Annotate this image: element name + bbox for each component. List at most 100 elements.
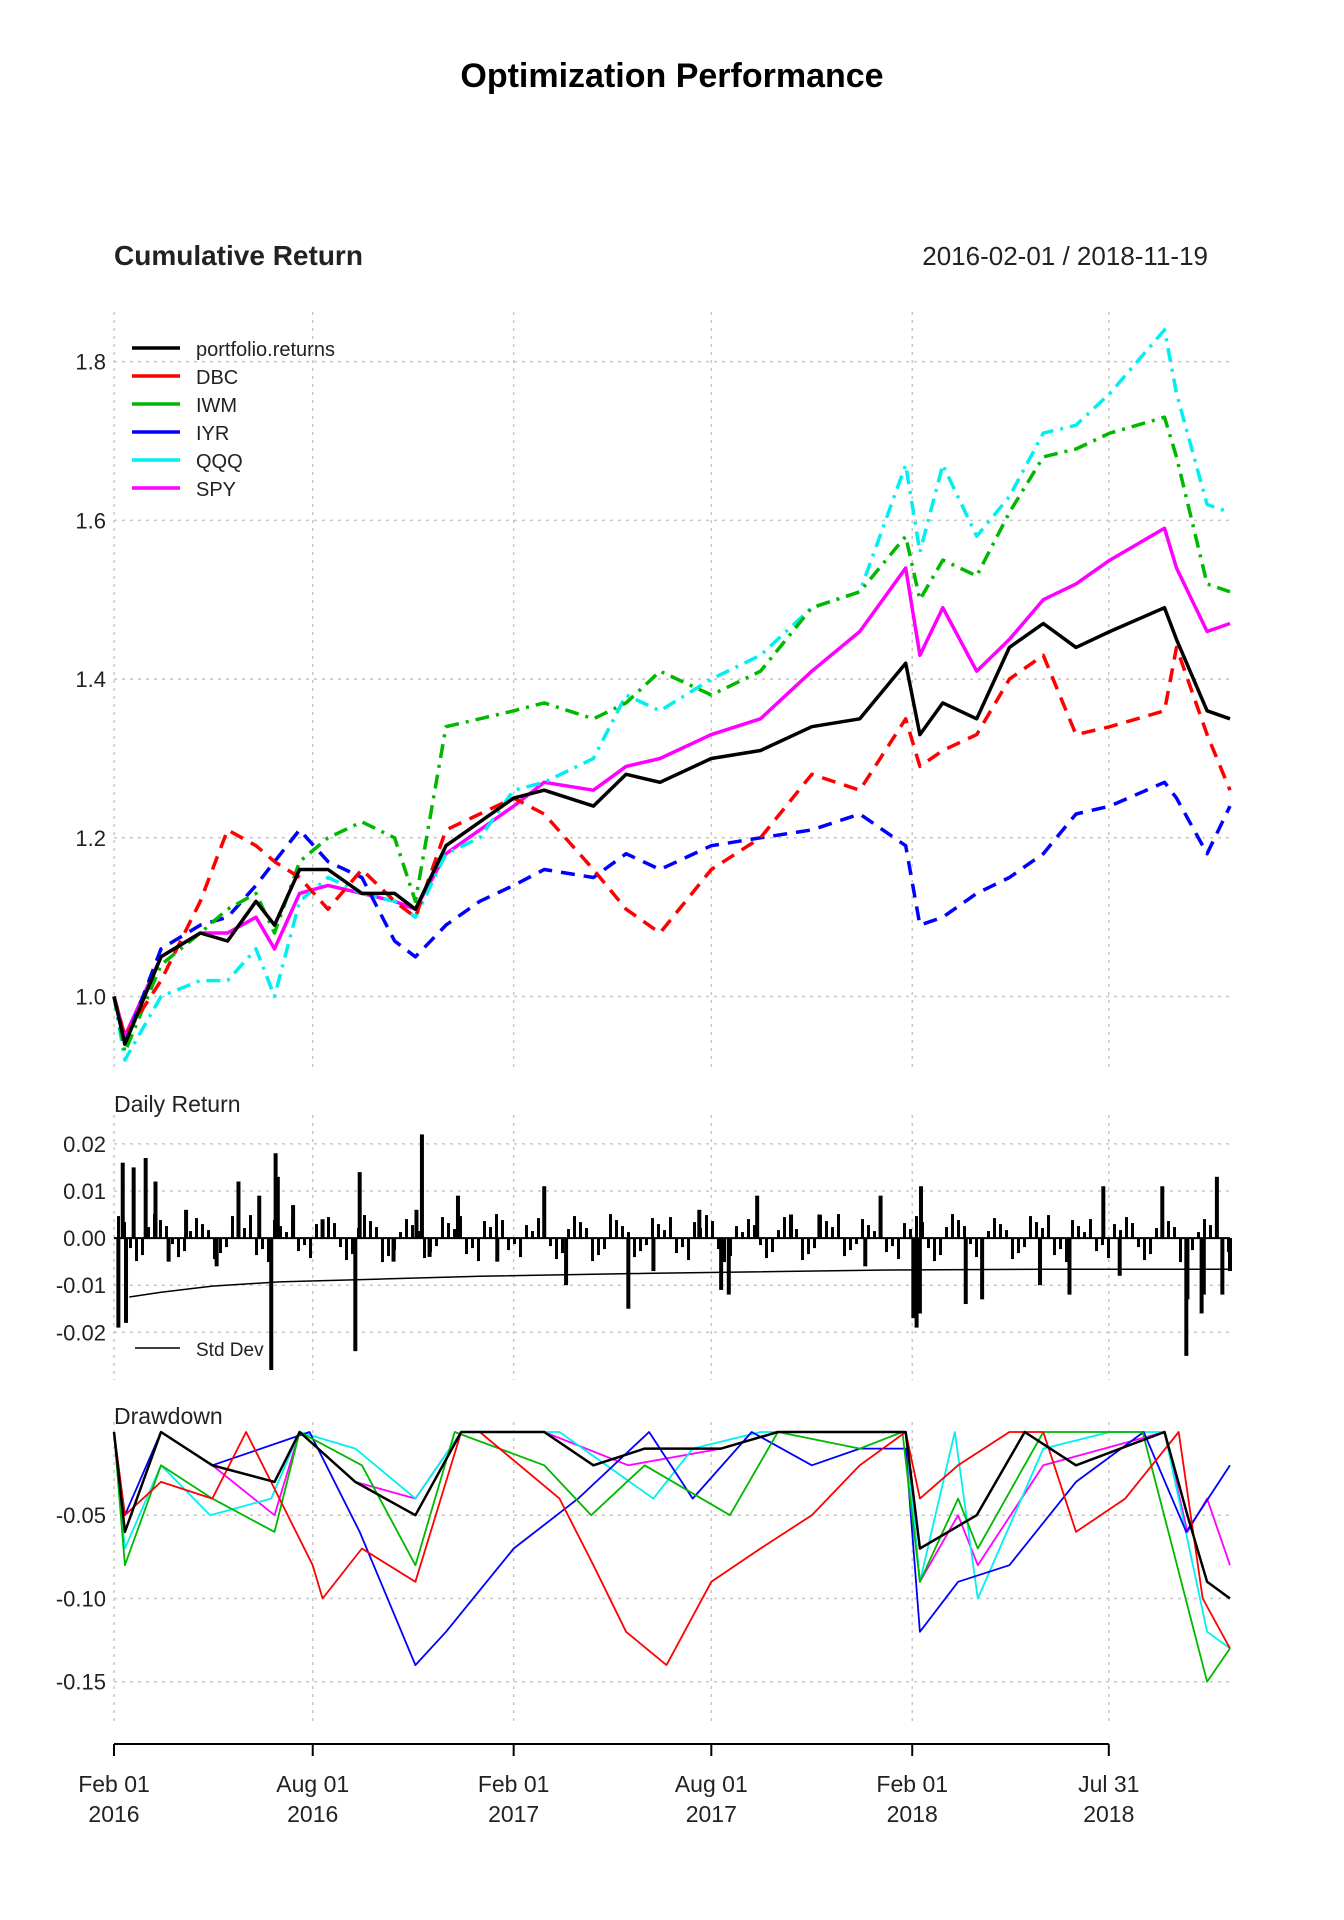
daily-return-bar-minor xyxy=(555,1238,558,1260)
daily-return-bar-minor xyxy=(327,1217,330,1239)
daily-return-bar xyxy=(116,1238,121,1328)
daily-return-bar-minor xyxy=(1071,1220,1074,1239)
date-range-label: 2016-02-01 / 2018-11-19 xyxy=(922,241,1208,271)
daily-return-bar-minor xyxy=(261,1238,264,1250)
daily-return-bar-minor xyxy=(1119,1230,1122,1239)
daily-return-bar xyxy=(564,1238,569,1286)
daily-return-bar-minor xyxy=(471,1238,474,1249)
daily-return-bar-minor xyxy=(225,1238,228,1248)
daily-return-bar-minor xyxy=(801,1238,804,1261)
daily-return-bar-minor xyxy=(963,1226,966,1239)
daily-return-bar-minor xyxy=(867,1225,870,1239)
x-axis: Feb 01 2016 Aug 01 2016 Feb 01 2017 Aug 01 2017… xyxy=(78,1743,1139,1827)
daily-return-bar-minor xyxy=(1227,1238,1230,1253)
daily-return-bar-minor xyxy=(333,1223,336,1239)
drawdown-series-spy xyxy=(113,1431,1231,1583)
cumulative-y-tick-label: 1.8 xyxy=(75,350,106,375)
daily-return-bar-minor xyxy=(1215,1231,1218,1239)
daily-return-bar-minor xyxy=(657,1224,660,1239)
daily-return-bar-minor xyxy=(987,1231,990,1239)
daily-return-bar-minor xyxy=(1101,1238,1104,1246)
daily-return-bar-minor xyxy=(1167,1221,1170,1239)
daily-return-bar-minor xyxy=(519,1238,522,1258)
daily-return-bar-minor xyxy=(153,1214,156,1239)
daily-return-bar xyxy=(353,1238,358,1352)
daily-return-bar-minor xyxy=(135,1238,138,1262)
daily-return-bar-minor xyxy=(231,1216,234,1239)
daily-return-bar-minor xyxy=(267,1238,270,1263)
daily-return-bar-minor xyxy=(711,1221,714,1239)
daily-return-bar-minor xyxy=(1113,1224,1116,1239)
daily-return-bar-minor xyxy=(897,1238,900,1260)
daily-return-bar-minor xyxy=(771,1238,774,1253)
daily-return-bar-minor xyxy=(687,1238,690,1261)
daily-return-bar-minor xyxy=(585,1228,588,1239)
daily-return-bar-minor xyxy=(825,1221,828,1239)
drawdown-series-iwm xyxy=(113,1431,1231,1683)
daily-return-bar-minor xyxy=(123,1222,126,1239)
std-dev-legend: Std Dev xyxy=(135,1340,264,1361)
daily-return-bar-minor xyxy=(735,1226,738,1239)
daily-return-bar xyxy=(269,1238,274,1370)
daily-return-bar-minor xyxy=(951,1214,954,1239)
daily-return-bar-minor xyxy=(435,1238,438,1247)
daily-return-bar-minor xyxy=(777,1230,780,1239)
daily-return-bar-minor xyxy=(903,1223,906,1239)
daily-return-bar-minor xyxy=(1221,1238,1224,1259)
daily-return-bar-minor xyxy=(363,1215,366,1239)
daily-return-bar-minor xyxy=(819,1215,822,1239)
daily-return-bar xyxy=(542,1186,547,1239)
daily-return-bar xyxy=(878,1195,883,1239)
daily-return-bar-minor xyxy=(1191,1238,1194,1251)
daily-return-bar-minor xyxy=(399,1232,402,1239)
daily-return-bar-minor xyxy=(339,1238,342,1248)
daily-return-bar-minor xyxy=(1083,1232,1086,1239)
daily-return-bar-minor xyxy=(573,1216,576,1239)
daily-return-bar-minor xyxy=(315,1224,318,1239)
daily-return-bar-minor xyxy=(693,1222,696,1239)
daily-return-bar-minor xyxy=(873,1231,876,1239)
legend-label-qqq: QQQ xyxy=(196,451,243,473)
daily-return-bar-minor xyxy=(945,1227,948,1239)
daily-return-bar-minor xyxy=(1203,1219,1206,1239)
daily-return-bar-minor xyxy=(915,1216,918,1239)
x-tick-label-month: Aug 01 xyxy=(276,1771,349,1797)
daily-return-bar-minor xyxy=(483,1221,486,1239)
drawdown-series-qqq xyxy=(113,1431,1231,1650)
daily-return-bar-minor xyxy=(909,1229,912,1239)
daily-return-bar-minor xyxy=(1125,1217,1128,1239)
daily-return-bar-minor xyxy=(1185,1238,1188,1257)
daily-return-bar-minor xyxy=(837,1214,840,1239)
daily-return-bar-minor xyxy=(1137,1238,1140,1248)
daily-return-bar-minor xyxy=(741,1232,744,1239)
legend-label-spy: SPY xyxy=(196,479,236,501)
daily-return-bar-minor xyxy=(627,1232,630,1239)
daily-return-bar xyxy=(1160,1186,1165,1239)
daily-return-bar-minor xyxy=(537,1218,540,1239)
daily-return-series-std-dev xyxy=(129,1268,1230,1298)
drawdown-panel xyxy=(112,1430,1231,1683)
daily-return-bar-minor xyxy=(879,1218,882,1239)
daily-return-bar xyxy=(153,1181,158,1239)
daily-return-bar-minor xyxy=(669,1217,672,1239)
daily-return-bar xyxy=(1101,1186,1106,1239)
daily-return-bar-minor xyxy=(561,1238,564,1254)
daily-return-bar xyxy=(120,1162,125,1239)
daily-return-bar-minor xyxy=(753,1225,756,1239)
daily-return-bar-minor xyxy=(501,1220,504,1239)
daily-return-bar-minor xyxy=(375,1227,378,1239)
legend-label-dbc: DBC xyxy=(196,367,238,389)
daily-return-bar-minor xyxy=(219,1238,222,1254)
daily-return-bar-minor xyxy=(507,1238,510,1251)
daily-return-bar xyxy=(419,1134,424,1239)
cumulative-y-tick-label: 1.0 xyxy=(75,985,106,1010)
daily-return-bar-minor xyxy=(927,1238,930,1249)
daily-return-bar-minor xyxy=(705,1215,708,1239)
daily-return-bar-minor xyxy=(891,1238,894,1247)
daily-return-bar-minor xyxy=(993,1218,996,1239)
daily-return-bar-minor xyxy=(999,1224,1002,1239)
daily-return-bar-minor xyxy=(195,1218,198,1239)
daily-return-bar-minor xyxy=(603,1238,606,1250)
daily-return-bar-minor xyxy=(1017,1238,1020,1254)
daily-return-bar-minor xyxy=(177,1238,180,1258)
